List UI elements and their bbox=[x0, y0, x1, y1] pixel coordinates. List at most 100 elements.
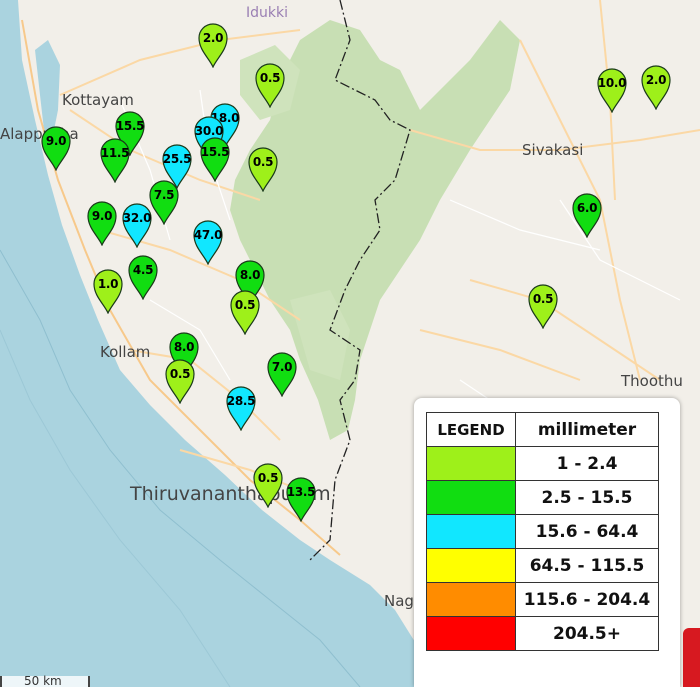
legend-range: 204.5+ bbox=[515, 616, 659, 651]
legend-swatch bbox=[426, 514, 516, 549]
rainfall-marker[interactable]: 9.0 bbox=[40, 125, 72, 171]
map-pin-icon bbox=[87, 201, 117, 246]
rainfall-marker[interactable]: 32.0 bbox=[121, 202, 153, 248]
scale-label: 50 km bbox=[24, 674, 62, 687]
rainfall-marker[interactable]: 0.5 bbox=[254, 62, 286, 108]
marker-value: 30.0 bbox=[194, 124, 224, 138]
legend-header-right: millimeter bbox=[515, 412, 659, 447]
legend-table: LEGEND millimeter 1 - 2.4 2.5 - 15.5 15.… bbox=[426, 412, 659, 651]
rainfall-marker[interactable]: 15.5 bbox=[114, 110, 146, 156]
vembanad-lake bbox=[35, 40, 60, 140]
forest-patch-3 bbox=[290, 290, 350, 380]
legend-range: 2.5 - 15.5 bbox=[515, 480, 659, 515]
map-pin-icon bbox=[597, 68, 627, 113]
marker-value: 0.5 bbox=[259, 71, 281, 85]
place-kottayam: Kottayam bbox=[62, 91, 134, 109]
rainfall-marker[interactable]: 1.0 bbox=[92, 268, 124, 314]
rainfall-marker[interactable]: 47.0 bbox=[192, 219, 224, 265]
map-pin-icon bbox=[253, 463, 283, 508]
state-boundary bbox=[309, 0, 411, 561]
rainfall-marker[interactable]: 4.5 bbox=[127, 254, 159, 300]
legend-row: 115.6 - 204.4 bbox=[426, 582, 659, 617]
rainfall-marker[interactable]: 0.5 bbox=[527, 283, 559, 329]
rainfall-marker[interactable]: 30.0 bbox=[193, 115, 225, 161]
map-pin-icon bbox=[248, 147, 278, 192]
sea-depth-line bbox=[0, 249, 361, 687]
rainfall-marker[interactable]: 7.0 bbox=[266, 351, 298, 397]
marker-value: 9.0 bbox=[45, 134, 67, 148]
map-pin-icon bbox=[235, 260, 265, 305]
marker-value: 0.5 bbox=[252, 155, 274, 169]
arabian-sea bbox=[0, 0, 440, 687]
map-pin-icon bbox=[41, 126, 71, 171]
legend-row: 204.5+ bbox=[426, 616, 659, 651]
map-pin-icon bbox=[286, 477, 316, 522]
marker-value: 2.0 bbox=[645, 73, 667, 87]
marker-value: 15.5 bbox=[115, 119, 145, 133]
place-idukki: Idukki bbox=[246, 5, 288, 21]
marker-value: 13.5 bbox=[286, 485, 316, 499]
marker-value: 4.5 bbox=[132, 263, 154, 277]
map-pin-icon bbox=[165, 359, 195, 404]
legend-swatch bbox=[426, 548, 516, 583]
rainfall-marker[interactable]: 0.5 bbox=[229, 289, 261, 335]
rainfall-marker[interactable]: 25.5 bbox=[161, 143, 193, 189]
rainfall-marker[interactable]: 13.5 bbox=[285, 476, 317, 522]
rainfall-marker[interactable]: 9.0 bbox=[86, 200, 118, 246]
legend-range: 64.5 - 115.5 bbox=[515, 548, 659, 583]
rainfall-marker[interactable]: 15.5 bbox=[199, 136, 231, 182]
map-pin-icon bbox=[572, 193, 602, 238]
rainfall-marker[interactable]: 7.5 bbox=[148, 179, 180, 225]
rainfall-marker[interactable]: 0.5 bbox=[252, 462, 284, 508]
marker-value: 11.5 bbox=[100, 146, 130, 160]
legend-range: 15.6 - 64.4 bbox=[515, 514, 659, 549]
map-pin-icon bbox=[267, 352, 297, 397]
marker-value: 1.0 bbox=[97, 277, 119, 291]
rainfall-marker[interactable]: 0.5 bbox=[164, 358, 196, 404]
scale-bar: 50 km bbox=[0, 674, 90, 687]
place-nagercoil: Nag bbox=[384, 592, 414, 610]
rainfall-marker[interactable]: 10.0 bbox=[596, 67, 628, 113]
marker-value: 10.0 bbox=[597, 76, 627, 90]
map-pin-icon bbox=[528, 284, 558, 329]
map-pin-icon bbox=[115, 111, 145, 156]
rainfall-marker[interactable]: 2.0 bbox=[197, 22, 229, 68]
side-tab[interactable] bbox=[683, 628, 700, 687]
rainfall-marker[interactable]: 8.0 bbox=[168, 331, 200, 377]
map-pin-icon bbox=[641, 65, 671, 110]
place-kollam: Kollam bbox=[100, 343, 151, 361]
marker-value: 8.0 bbox=[239, 268, 261, 282]
rainfall-marker[interactable]: 6.0 bbox=[571, 192, 603, 238]
rainfall-marker[interactable]: 0.5 bbox=[247, 146, 279, 192]
legend-row: 64.5 - 115.5 bbox=[426, 548, 659, 583]
legend-row: 1 - 2.4 bbox=[426, 446, 659, 481]
marker-value: 0.5 bbox=[532, 292, 554, 306]
legend-swatch bbox=[426, 582, 516, 617]
minor-roads bbox=[119, 89, 681, 561]
rainfall-marker[interactable]: 11.5 bbox=[99, 137, 131, 183]
rainfall-marker[interactable]: 2.0 bbox=[640, 64, 672, 110]
map-pin-icon bbox=[128, 255, 158, 300]
marker-value: 7.5 bbox=[153, 188, 175, 202]
marker-value: 32.0 bbox=[122, 211, 152, 225]
legend-row: 15.6 - 64.4 bbox=[426, 514, 659, 549]
marker-value: 25.5 bbox=[162, 152, 192, 166]
legend-range: 1 - 2.4 bbox=[515, 446, 659, 481]
map-pin-icon bbox=[122, 203, 152, 248]
marker-value: 15.5 bbox=[200, 145, 230, 159]
legend-header-left: LEGEND bbox=[426, 412, 516, 447]
map-pin-icon bbox=[255, 63, 285, 108]
map-pin-icon bbox=[162, 144, 192, 189]
legend-range: 115.6 - 204.4 bbox=[515, 582, 659, 617]
map-pin-icon bbox=[149, 180, 179, 225]
map-pin-icon bbox=[100, 138, 130, 183]
rainfall-marker[interactable]: 8.0 bbox=[234, 259, 266, 305]
map-pin-icon bbox=[193, 220, 223, 265]
place-thoothukudi: Thoothu bbox=[621, 372, 683, 390]
rainfall-marker[interactable]: 28.5 bbox=[225, 385, 257, 431]
legend-swatch bbox=[426, 616, 516, 651]
legend-row: 2.5 - 15.5 bbox=[426, 480, 659, 515]
marker-value: 7.0 bbox=[271, 360, 293, 374]
map-pin-icon bbox=[169, 332, 199, 377]
